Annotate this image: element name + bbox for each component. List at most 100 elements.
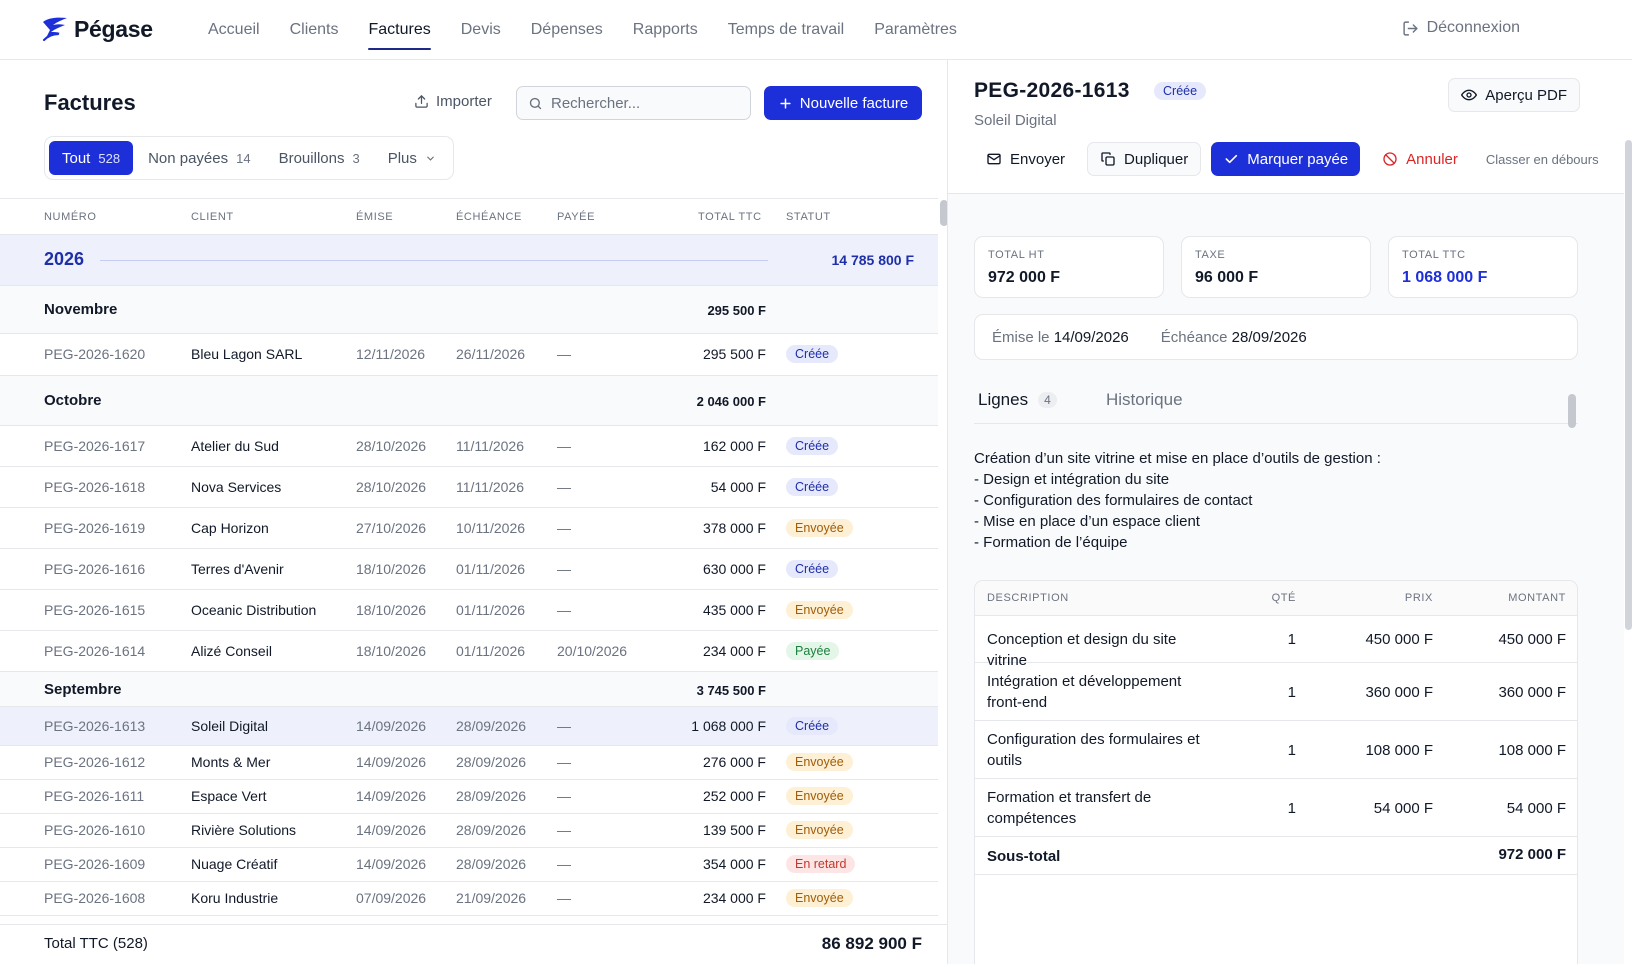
duplicate-button[interactable]: Dupliquer — [1087, 142, 1202, 176]
invoice-line-row[interactable]: Formation et transfert de compétences 1 … — [975, 779, 1577, 837]
list-scrollbar-track[interactable] — [939, 198, 947, 964]
nav-item-parametres[interactable]: Paramètres — [874, 21, 957, 38]
month-label: Septembre — [44, 681, 122, 698]
column-header-payee[interactable]: PAYÉE — [557, 211, 596, 223]
tab-historique[interactable]: Historique — [1106, 390, 1183, 410]
detail-scrollbar-thumb[interactable] — [1625, 140, 1632, 630]
duplicate-label: Dupliquer — [1124, 150, 1189, 168]
nav-item-temps-de-travail[interactable]: Temps de travail — [727, 21, 845, 38]
import-label: Importer — [436, 93, 492, 110]
column-header-client[interactable]: CLIENT — [191, 211, 234, 223]
month-group-header[interactable]: Octobre 2 046 000 F — [0, 376, 938, 426]
description-line: - Configuration des formulaires de conta… — [974, 492, 1253, 509]
detail-body: TOTAL HT 972 000 F TAXE 96 000 F TOTAL T… — [948, 194, 1632, 964]
filter-tout[interactable]: Tout 528 — [49, 141, 134, 175]
table-row[interactable]: PEG-2026-1612 Monts & Mer 14/09/2026 28/09/… — [0, 746, 938, 780]
table-row[interactable]: PEG-2026-1610 Rivière Solutions 14/09/2026… — [0, 814, 938, 848]
invoice-number-cell: PEG-2026-1616 — [44, 561, 146, 577]
invoice-number-cell: PEG-2026-1615 — [44, 602, 146, 618]
detail-actions: Envoyer Dupliquer Marquer payée Annuler … — [974, 142, 1605, 176]
filter-tabs: Tout 528 Non payées 14 Brouillons 3 Plus — [44, 136, 454, 180]
table-row[interactable]: PEG-2026-1618 Nova Services 28/10/2026 11/1… — [0, 467, 938, 508]
invoice-line-row[interactable]: Configuration des formulaires et outils … — [975, 721, 1577, 779]
due-date-label: Échéance — [1160, 328, 1228, 346]
app-logo[interactable]: Pégase — [40, 14, 153, 44]
column-header-emise[interactable]: ÉMISE — [356, 211, 394, 223]
subtotal-row: Sous-total 972 000 F — [975, 837, 1577, 875]
column-header-total-ttc[interactable]: TOTAL TTC — [698, 211, 762, 223]
line-quantity: 1 — [1287, 631, 1296, 648]
tabs-scrollbar-thumb[interactable] — [1568, 394, 1576, 428]
month-group-header[interactable]: Novembre 295 500 F — [0, 286, 938, 334]
table-row[interactable]: PEG-2026-1611 Espace Vert 14/09/2026 28/09/… — [0, 780, 938, 814]
status-badge: Envoyée — [786, 889, 853, 907]
new-invoice-button[interactable]: Nouvelle facture — [764, 86, 922, 120]
invoice-number-title: PEG-2026-1613 — [974, 79, 1130, 102]
paid-date-cell: — — [557, 346, 571, 362]
column-header-montant: MONTANT — [1508, 592, 1566, 604]
table-row[interactable]: PEG-2026-1617 Atelier du Sud 28/10/2026 11/… — [0, 426, 938, 467]
search-input[interactable] — [551, 94, 741, 112]
detail-header: PEG-2026-1613 Créée Soleil Digital Aperç… — [948, 60, 1632, 194]
due-date-cell: 28/09/2026 — [456, 754, 527, 770]
tab-count: 4 — [1038, 392, 1057, 408]
filter-brouillons[interactable]: Brouillons 3 — [266, 141, 373, 175]
mark-paid-button[interactable]: Marquer payée — [1211, 142, 1361, 176]
issued-date-cell: 28/10/2026 — [356, 479, 427, 495]
due-date-cell: 11/11/2026 — [456, 479, 524, 495]
column-header-echeance[interactable]: ÉCHÉANCE — [456, 211, 522, 223]
cancel-invoice-button[interactable]: Annuler — [1370, 142, 1470, 176]
table-row[interactable]: PEG-2026-1613 Soleil Digital 14/09/2026 28/… — [0, 707, 938, 746]
client-cell: Bleu Lagon SARL — [191, 346, 303, 362]
stat-label: TAXE — [1195, 249, 1226, 261]
due-date-cell: 10/11/2026 — [456, 520, 526, 536]
invoice-line-row[interactable]: Intégration et développement front-end 1… — [975, 663, 1577, 721]
table-row[interactable]: PEG-2026-1615 Oceanic Distribution 18/10/2… — [0, 590, 938, 631]
import-button[interactable]: Importer — [414, 93, 492, 110]
column-header-statut[interactable]: STATUT — [786, 211, 831, 223]
issued-date-label: Émise le — [992, 328, 1050, 346]
table-row[interactable]: PEG-2026-1614 Alizé Conseil 18/10/2026 01/1… — [0, 631, 938, 672]
status-badge: Créée — [1154, 82, 1207, 100]
issued-date-cell: 14/09/2026 — [356, 788, 427, 804]
invoice-line-row[interactable]: Conception et design du site vitrine 1 4… — [975, 616, 1577, 669]
line-description: Configuration des formulaires et outils — [987, 731, 1200, 769]
chevron-down-icon — [427, 156, 434, 161]
table-row[interactable]: PEG-2026-1608 Koru Industrie 07/09/2026 21/… — [0, 882, 938, 916]
new-invoice-label: Nouvelle facture — [799, 94, 909, 112]
paid-date-cell: — — [557, 718, 571, 734]
month-group-header[interactable]: Septembre 3 745 500 F — [0, 672, 938, 707]
due-date-cell: 28/09/2026 — [456, 718, 527, 734]
pdf-preview-button[interactable]: Aperçu PDF — [1448, 78, 1580, 112]
invoice-table-body: 2026 14 785 800 F Novembre 295 500 F PEG-2… — [0, 235, 938, 925]
year-label: 2026 — [44, 249, 85, 269]
classify-disbursement-button[interactable]: Classer en débours — [1485, 151, 1599, 167]
logout-button[interactable]: Déconnexion — [1402, 19, 1520, 37]
nav-item-factures[interactable]: Factures — [353, 0, 445, 60]
status-badge: Envoyée — [786, 519, 853, 537]
nav-item-clients[interactable]: Clients — [289, 21, 339, 38]
nav-item-devis[interactable]: Devis — [460, 21, 501, 38]
filter-plus-dropdown[interactable]: Plus — [375, 141, 449, 175]
column-header-numero[interactable]: NUMÉRO — [44, 211, 97, 223]
total-ttc-cell: 54 000 F — [710, 479, 766, 495]
search-box — [516, 86, 751, 120]
list-scrollbar-thumb[interactable] — [940, 200, 947, 226]
nav-item-accueil[interactable]: Accueil — [208, 21, 260, 38]
table-row[interactable]: PEG-2026-1619 Cap Horizon 27/10/2026 10/11/… — [0, 508, 938, 549]
due-date-cell: 21/09/2026 — [456, 890, 527, 906]
month-label: Octobre — [44, 392, 102, 409]
nav-item-depenses[interactable]: Dépenses — [530, 21, 603, 38]
year-group-header[interactable]: 2026 14 785 800 F — [0, 235, 938, 286]
stat-label: TOTAL HT — [988, 249, 1045, 261]
nav-item-rapports[interactable]: Rapports — [632, 21, 698, 38]
tab-lignes[interactable]: Lignes 4 — [978, 390, 1057, 410]
client-cell: Nuage Créatif — [191, 856, 278, 872]
filter-label: Non payées — [148, 149, 229, 167]
table-row[interactable]: PEG-2026-1620 Bleu Lagon SARL 12/11/2026 26… — [0, 334, 938, 376]
filter-non-payees[interactable]: Non payées 14 — [135, 141, 264, 175]
table-row[interactable]: PEG-2026-1616 Terres d'Avenir 18/10/2026 01… — [0, 549, 938, 590]
issued-date-cell: 07/09/2026 — [356, 890, 427, 906]
send-button[interactable]: Envoyer — [974, 142, 1077, 176]
table-row[interactable]: PEG-2026-1609 Nuage Créatif 14/09/2026 28/0… — [0, 848, 938, 882]
